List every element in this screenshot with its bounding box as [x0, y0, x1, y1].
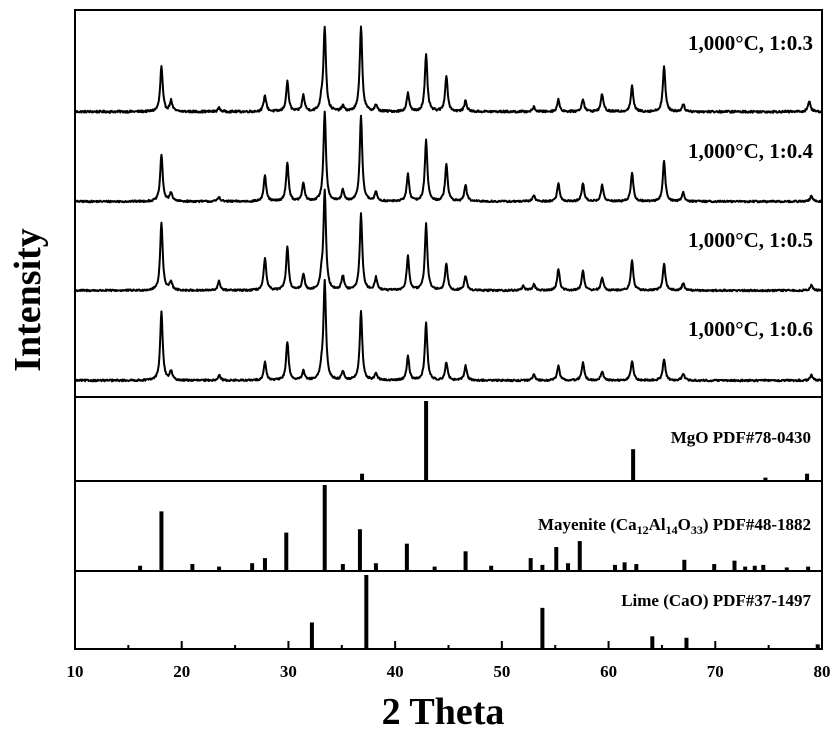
reference-label-2: Mayenite (Ca12Al14O33) PDF#48-1882: [538, 515, 811, 537]
x-tick-label: 50: [493, 662, 510, 681]
trace-label-1: 1,000°C, 1:0.3: [688, 31, 813, 55]
x-axis-ticks: 10 20 30 40 50 60 70 80: [67, 641, 831, 681]
reference-patterns: [138, 401, 820, 648]
xrd-trace-2: [74, 110, 823, 204]
x-tick-label: 80: [814, 662, 831, 681]
x-tick-label: 60: [600, 662, 617, 681]
x-tick-label: 40: [387, 662, 404, 681]
trace-label-3: 1,000°C, 1:0.5: [688, 228, 813, 252]
reference-label-1: MgO PDF#78-0430: [671, 428, 811, 447]
reference-labels: MgO PDF#78-0430 Mayenite (Ca12Al14O33) PD…: [538, 428, 812, 610]
x-tick-label: 10: [67, 662, 84, 681]
trace-label-2: 1,000°C, 1:0.4: [688, 139, 814, 163]
x-tick-label: 70: [707, 662, 724, 681]
trace-label-4: 1,000°C, 1:0.6: [688, 317, 813, 341]
y-axis-title: Intensity: [7, 228, 49, 372]
xrd-trace-labels: 1,000°C, 1:0.3 1,000°C, 1:0.4 1,000°C, 1:0…: [688, 31, 814, 341]
x-tick-label: 20: [173, 662, 190, 681]
xrd-trace-3: [74, 188, 823, 293]
xrd-trace-4: [74, 278, 823, 383]
xrd-trace-1: [74, 25, 823, 114]
reference-label-3: Lime (CaO) PDF#37-1497: [621, 591, 811, 610]
x-axis-title: 2 Theta: [382, 691, 505, 733]
x-tick-label: 30: [280, 662, 297, 681]
xrd-traces: [74, 25, 823, 383]
